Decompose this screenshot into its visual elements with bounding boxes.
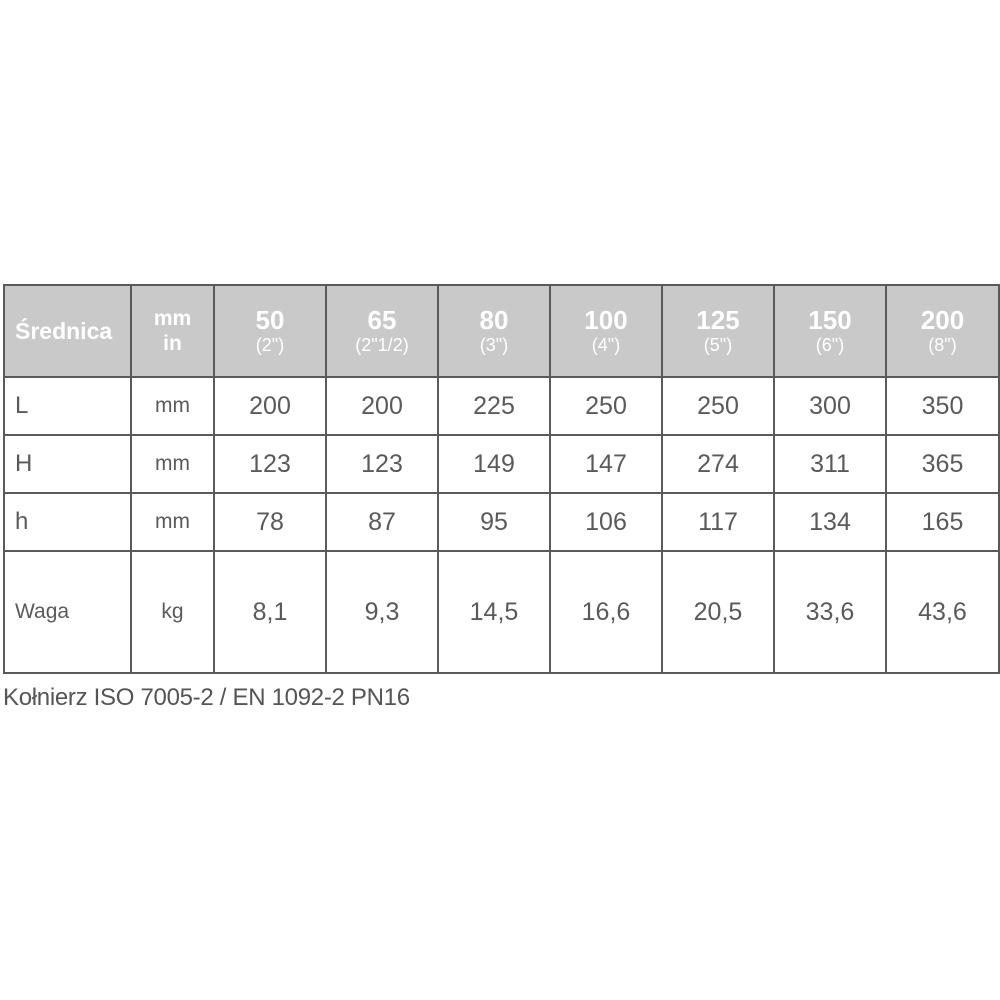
- table-cell: 8,1: [213, 550, 327, 674]
- header-size: 80 (3"): [437, 284, 551, 378]
- size-mm: 125: [696, 304, 740, 335]
- size-mm: 100: [584, 304, 628, 335]
- table-cell: 14,5: [437, 550, 551, 674]
- row-label: h: [3, 492, 132, 552]
- size-in: (2"): [255, 335, 285, 356]
- row-unit: kg: [130, 550, 215, 674]
- table-row: Waga kg 8,1 9,3 14,5 16,6 20,5 33,6 43,6: [3, 550, 1000, 674]
- specs-table: Średnica mm in 50 (2") 65 (2"1/2) 80 (3") 1…: [3, 284, 1000, 674]
- table-cell: 123: [213, 434, 327, 494]
- header-row: Średnica mm in 50 (2") 65 (2"1/2) 80 (3") 1…: [3, 284, 1000, 378]
- table-row: h mm 78 87 95 106 117 134 165: [3, 492, 1000, 552]
- table-cell: 106: [549, 492, 663, 552]
- size-in: (8"): [928, 335, 957, 356]
- table-cell: 33,6: [773, 550, 887, 674]
- table-cell: 300: [773, 376, 887, 436]
- table-cell: 225: [437, 376, 551, 436]
- size-in: (6"): [815, 335, 845, 356]
- table-cell: 9,3: [325, 550, 439, 674]
- table-cell: 87: [325, 492, 439, 552]
- table-cell: 200: [325, 376, 439, 436]
- header-label: Średnica: [3, 284, 132, 378]
- table-cell: 147: [549, 434, 663, 494]
- table-cell: 123: [325, 434, 439, 494]
- size-in: (5"): [703, 335, 733, 356]
- header-size: 65 (2"1/2): [325, 284, 439, 378]
- unit-in: in: [163, 332, 182, 355]
- size-in: (4"): [591, 335, 621, 356]
- size-mm: 200: [920, 304, 965, 335]
- size-mm: 150: [808, 304, 852, 335]
- table-cell: 20,5: [661, 550, 775, 674]
- table-cell: 365: [885, 434, 1000, 494]
- table-cell: 134: [773, 492, 887, 552]
- table-cell: 350: [885, 376, 1000, 436]
- table-cell: 43,6: [885, 550, 1000, 674]
- row-label: H: [3, 434, 132, 494]
- header-size: 200 (8"): [885, 284, 1000, 378]
- row-unit: mm: [130, 434, 215, 494]
- size-mm: 80: [479, 304, 509, 335]
- size-in: (3"): [479, 335, 509, 356]
- table-cell: 311: [773, 434, 887, 494]
- table-cell: 200: [213, 376, 327, 436]
- row-unit: mm: [130, 492, 215, 552]
- table-cell: 250: [549, 376, 663, 436]
- table-cell: 165: [885, 492, 1000, 552]
- size-mm: 50: [255, 304, 285, 335]
- header-unit: mm in: [130, 284, 215, 378]
- table-cell: 250: [661, 376, 775, 436]
- header-size: 125 (5"): [661, 284, 775, 378]
- table-cell: 274: [661, 434, 775, 494]
- caption: Kołnierz ISO 7005-2 / EN 1092-2 PN16: [3, 684, 410, 711]
- row-label: Waga: [3, 550, 132, 674]
- table-cell: 16,6: [549, 550, 663, 674]
- table-cell: 149: [437, 434, 551, 494]
- header-size: 150 (6"): [773, 284, 887, 378]
- size-mm: 65: [367, 304, 397, 335]
- unit-mm: mm: [153, 306, 192, 330]
- table-cell: 78: [213, 492, 327, 552]
- table-cell: 117: [661, 492, 775, 552]
- header-size: 50 (2"): [213, 284, 327, 378]
- table-cell: 95: [437, 492, 551, 552]
- row-label: L: [3, 376, 132, 436]
- header-size: 100 (4"): [549, 284, 663, 378]
- size-in: (2"1/2): [355, 335, 409, 356]
- row-unit: mm: [130, 376, 215, 436]
